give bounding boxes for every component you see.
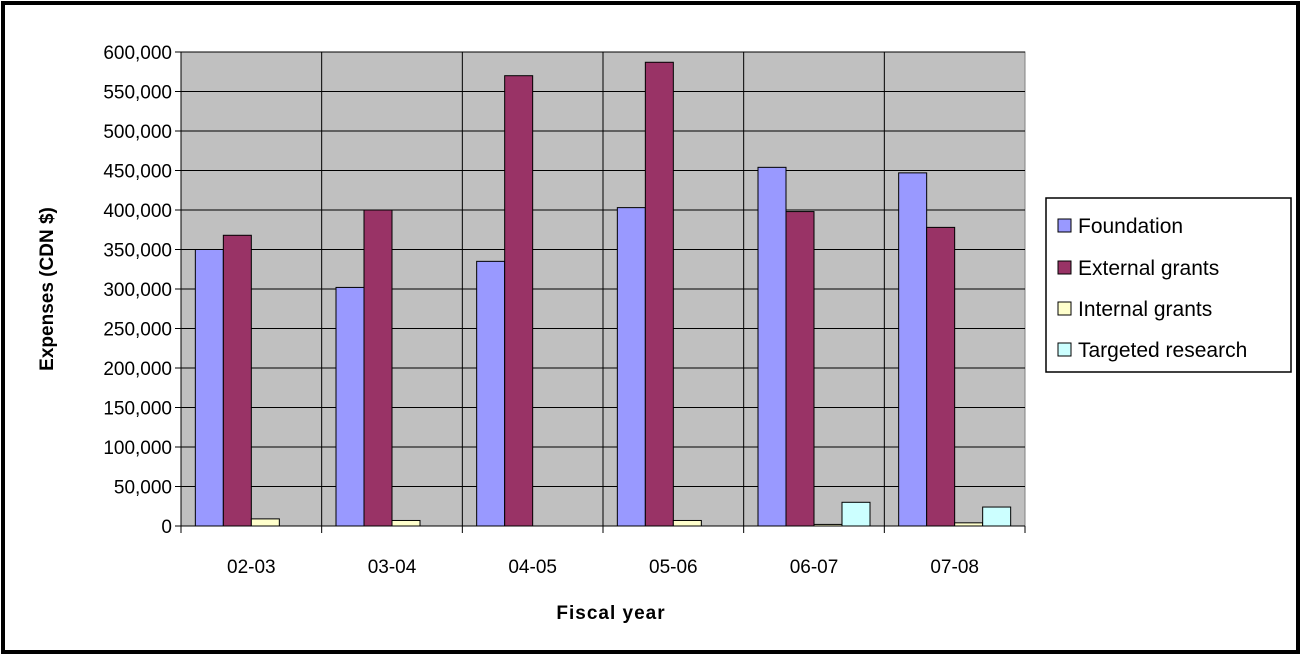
bar xyxy=(335,286,365,527)
legend-label: Targeted research xyxy=(1078,339,1247,362)
y-tick-label: 250,000 xyxy=(103,320,172,341)
bar xyxy=(841,501,871,527)
y-tick-label: 550,000 xyxy=(103,83,172,104)
y-tick-label: 0 xyxy=(161,517,172,538)
x-tick-label: 02-03 xyxy=(227,557,276,578)
bar xyxy=(644,61,674,527)
legend-label: Internal grants xyxy=(1078,298,1212,321)
x-axis-ticks: 02-03 03-04 04-05 05-06 06-07 07-08 xyxy=(180,526,1026,578)
bar xyxy=(363,209,393,527)
y-tick-label: 400,000 xyxy=(103,201,172,222)
x-tick-label: 07-08 xyxy=(930,557,979,578)
bar xyxy=(672,519,702,527)
bar xyxy=(476,260,506,527)
gridlines xyxy=(181,51,1025,526)
bar xyxy=(757,166,787,527)
y-tick-label: 300,000 xyxy=(103,280,172,301)
bar xyxy=(616,207,646,527)
legend-swatch xyxy=(1057,260,1072,275)
x-tick-label: 05-06 xyxy=(649,557,698,578)
y-tick-label: 600,000 xyxy=(103,43,172,64)
bar xyxy=(898,172,928,527)
bar xyxy=(926,226,956,527)
x-tick-label: 04-05 xyxy=(508,557,557,578)
legend-label: External grants xyxy=(1078,257,1219,280)
y-tick-label: 450,000 xyxy=(103,162,172,183)
y-tick-label: 350,000 xyxy=(103,241,172,262)
bar xyxy=(785,211,815,527)
y-tick-label: 100,000 xyxy=(103,438,172,459)
legend-swatch xyxy=(1057,342,1072,357)
y-axis-title: Expenses (CDN $) xyxy=(37,207,58,371)
bar xyxy=(391,519,421,527)
y-axis-ticks: 0 50,000 100,000 150,000 200,000 250,000 300,0… xyxy=(103,43,181,538)
y-tick-label: 200,000 xyxy=(103,359,172,380)
y-tick-label: 150,000 xyxy=(103,399,172,420)
bar xyxy=(194,249,224,527)
bar-group xyxy=(194,61,1012,527)
bar xyxy=(982,506,1012,527)
y-tick-label: 500,000 xyxy=(103,122,172,143)
bar xyxy=(504,75,534,527)
bar xyxy=(222,234,252,527)
legend-swatch xyxy=(1057,218,1072,233)
x-tick-label: 06-07 xyxy=(790,557,839,578)
x-axis-title: Fiscal year xyxy=(556,603,665,624)
bar xyxy=(250,518,280,527)
x-tick-label: 03-04 xyxy=(368,557,417,578)
y-tick-label: 50,000 xyxy=(114,478,172,499)
legend-label: Foundation xyxy=(1078,215,1183,238)
legend-swatch xyxy=(1057,301,1072,316)
legend: Foundation External grants Internal grants… xyxy=(1045,197,1292,373)
legend-box xyxy=(1045,197,1292,373)
